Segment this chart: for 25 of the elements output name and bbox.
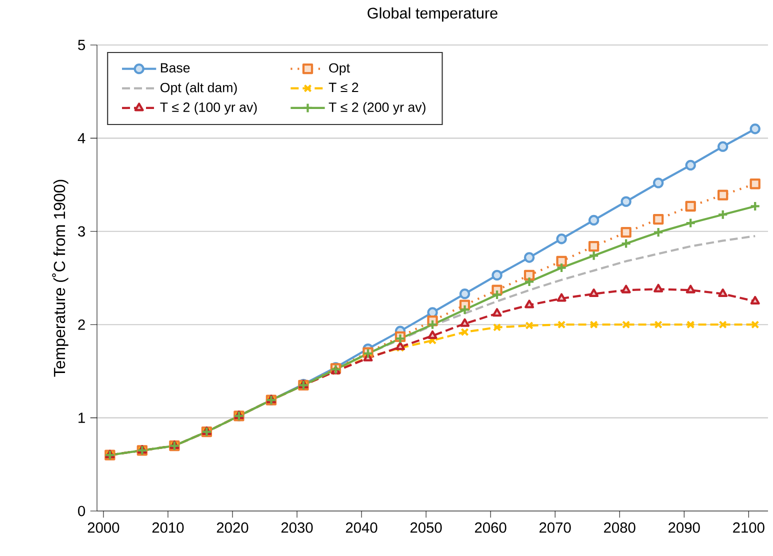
x-tick-label: 2100 [733, 522, 764, 533]
x-tick-label: 2050 [410, 522, 442, 533]
y-axis-title: Temperature (˚C from 1900) [52, 180, 68, 377]
x-tick-label: 2020 [216, 522, 248, 533]
x-tick-label: 2030 [281, 522, 313, 533]
legend-label: Opt (alt dam) [160, 82, 237, 95]
x-tick-label: 2060 [474, 522, 506, 533]
legend-label: T ≤ 2 (100 yr av) [160, 102, 257, 115]
y-tick-label: 1 [78, 412, 85, 423]
y-tick-label: 0 [78, 506, 86, 516]
x-tick-label: 2070 [540, 522, 571, 533]
legend-label: Opt [329, 63, 350, 76]
x-tick-label: 2040 [346, 522, 378, 533]
legend-label: T ≤ 2 [328, 82, 358, 92]
legend-label: T ≤ 2 (200 yr av) [328, 102, 426, 115]
legend-label: Base [160, 63, 190, 73]
x-tick-label: 2090 [668, 522, 700, 533]
x-tick-label: 2010 [152, 522, 184, 533]
x-tick-label: 2080 [604, 522, 636, 533]
y-tick-label: 4 [78, 133, 86, 144]
y-tick-label: 2 [78, 319, 85, 330]
y-tick-label: 3 [78, 226, 85, 237]
x-tick-label: 2000 [88, 522, 120, 533]
y-tick-label: 5 [78, 40, 85, 50]
chart-title: Global temperature [368, 7, 498, 22]
